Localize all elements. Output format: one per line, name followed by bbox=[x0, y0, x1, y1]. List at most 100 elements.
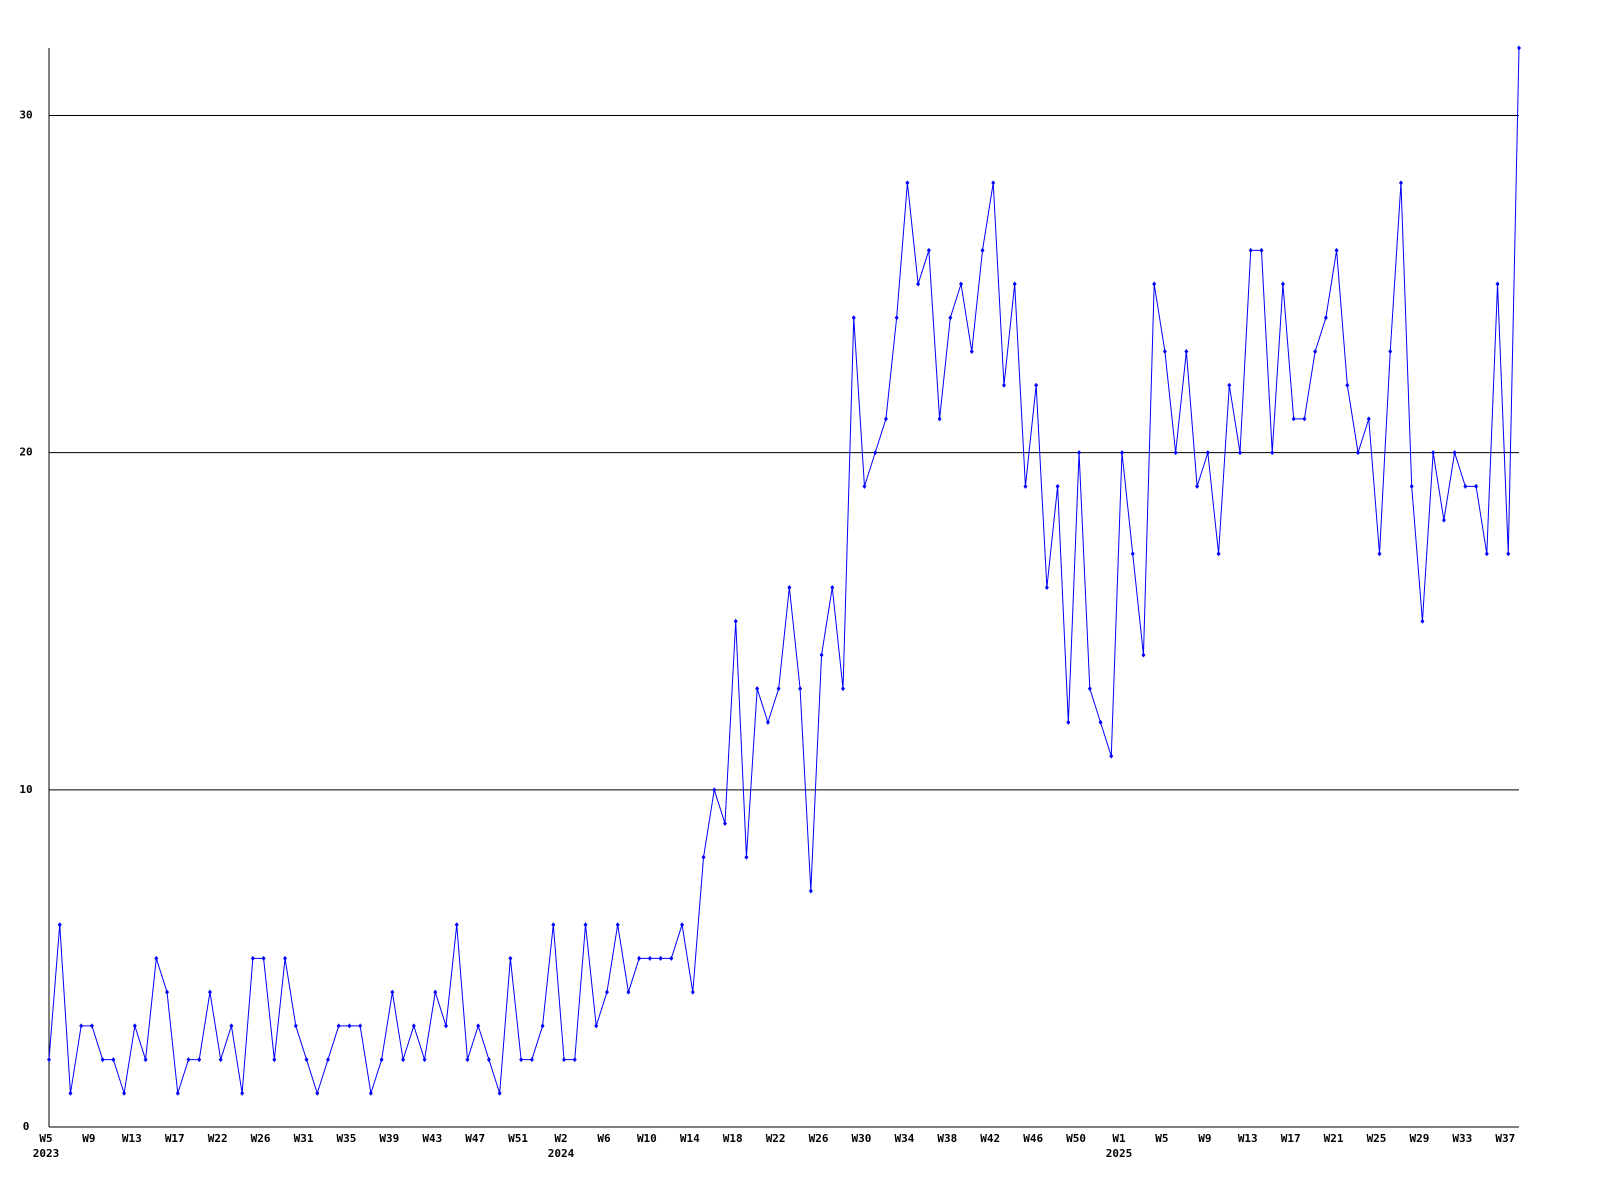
data-point bbox=[304, 1057, 309, 1063]
data-point bbox=[1280, 281, 1285, 287]
data-point bbox=[132, 1023, 137, 1029]
data-point bbox=[1334, 247, 1339, 253]
data-point bbox=[1506, 551, 1511, 557]
data-point bbox=[1152, 281, 1157, 287]
data-point bbox=[594, 1023, 599, 1029]
data-point bbox=[680, 922, 685, 928]
data-point bbox=[519, 1057, 524, 1063]
data-point bbox=[368, 1090, 373, 1096]
data-point bbox=[325, 1057, 330, 1063]
data-point bbox=[486, 1057, 491, 1063]
data-point bbox=[1323, 315, 1328, 321]
data-point bbox=[1205, 450, 1210, 456]
data-point bbox=[111, 1057, 116, 1063]
data-point bbox=[851, 315, 856, 321]
data-point bbox=[626, 989, 631, 995]
x-tick-label: W33 bbox=[1452, 1132, 1472, 1145]
x-tick-label: W9 bbox=[82, 1132, 95, 1145]
data-point bbox=[122, 1090, 127, 1096]
x-tick-label: W38 bbox=[937, 1132, 957, 1145]
data-point bbox=[1238, 450, 1243, 456]
x-tick-label: W13 bbox=[1238, 1132, 1258, 1145]
data-point bbox=[765, 719, 770, 725]
x-tick-label: W5 bbox=[39, 1132, 52, 1145]
x-tick-label: W34 bbox=[894, 1132, 914, 1145]
data-point bbox=[401, 1057, 406, 1063]
data-point bbox=[1463, 483, 1468, 489]
data-point bbox=[1270, 450, 1275, 456]
data-point bbox=[89, 1023, 94, 1029]
data-point bbox=[1474, 483, 1479, 489]
data-point bbox=[776, 686, 781, 692]
data-point bbox=[476, 1023, 481, 1029]
data-point bbox=[905, 180, 910, 186]
data-point bbox=[1087, 686, 1092, 692]
data-point bbox=[497, 1090, 502, 1096]
data-point bbox=[712, 787, 717, 793]
data-point bbox=[240, 1090, 245, 1096]
data-point bbox=[529, 1057, 534, 1063]
data-point bbox=[218, 1057, 223, 1063]
data-point bbox=[1184, 348, 1189, 354]
data-point bbox=[615, 922, 620, 928]
data-point bbox=[1431, 450, 1436, 456]
x-tick-label: W37 bbox=[1495, 1132, 1515, 1145]
data-point bbox=[508, 955, 513, 961]
y-tick-label: 0 bbox=[23, 1120, 30, 1133]
data-point bbox=[1044, 585, 1049, 590]
x-tick-label: W6 bbox=[597, 1132, 611, 1145]
data-point bbox=[1388, 348, 1393, 354]
data-point bbox=[1495, 281, 1500, 287]
data-point bbox=[283, 955, 288, 961]
data-point bbox=[1034, 382, 1039, 388]
x-year-label: 2024 bbox=[548, 1147, 575, 1160]
data-point bbox=[926, 247, 931, 253]
x-year-label: 2025 bbox=[1106, 1147, 1133, 1160]
x-tick-label: W42 bbox=[980, 1132, 1000, 1145]
data-point bbox=[57, 922, 62, 928]
data-point bbox=[1012, 281, 1017, 287]
data-point bbox=[68, 1090, 73, 1096]
x-tick-label: W14 bbox=[680, 1132, 700, 1145]
data-point bbox=[79, 1023, 84, 1029]
data-point bbox=[1356, 450, 1361, 456]
data-point bbox=[572, 1057, 577, 1063]
x-tick-label: W17 bbox=[165, 1132, 185, 1145]
data-point bbox=[1259, 247, 1264, 253]
data-point bbox=[1055, 483, 1060, 489]
data-point bbox=[207, 989, 212, 995]
data-point bbox=[1291, 416, 1296, 422]
x-tick-label: W47 bbox=[465, 1132, 485, 1145]
data-point bbox=[647, 955, 652, 961]
data-point bbox=[293, 1023, 298, 1029]
data-point bbox=[1398, 180, 1403, 186]
data-point bbox=[819, 652, 824, 658]
data-point bbox=[991, 180, 996, 186]
data-point bbox=[808, 888, 813, 894]
x-tick-label: W18 bbox=[723, 1132, 743, 1145]
data-point bbox=[959, 281, 964, 287]
data-point bbox=[1001, 382, 1006, 388]
x-tick-label: W39 bbox=[379, 1132, 399, 1145]
data-point bbox=[1345, 382, 1350, 388]
data-point bbox=[1377, 551, 1382, 557]
data-point bbox=[1119, 450, 1124, 456]
data-point bbox=[798, 686, 803, 692]
data-point bbox=[1420, 618, 1425, 624]
data-point bbox=[315, 1090, 320, 1096]
data-point bbox=[1130, 551, 1135, 557]
data-point bbox=[454, 922, 459, 928]
data-point bbox=[154, 955, 159, 961]
data-point bbox=[883, 416, 888, 422]
x-tick-label: W43 bbox=[422, 1132, 442, 1145]
data-point bbox=[272, 1057, 277, 1063]
data-point bbox=[1195, 483, 1200, 489]
data-point bbox=[604, 989, 609, 995]
data-point bbox=[1484, 551, 1489, 557]
data-line bbox=[48, 47, 1520, 1095]
data-point bbox=[1162, 348, 1167, 354]
data-point bbox=[948, 315, 953, 321]
data-point bbox=[669, 955, 674, 961]
data-point bbox=[347, 1023, 352, 1029]
x-tick-label: W17 bbox=[1281, 1132, 1301, 1145]
